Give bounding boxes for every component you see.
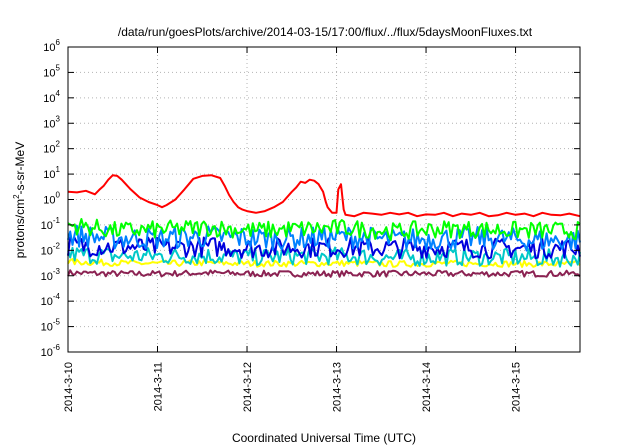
series-line (67, 246, 581, 268)
y-tick-label: 102 (43, 140, 60, 156)
x-tick-label: 2014-3-14 (421, 362, 433, 412)
y-tick-label: 10-6 (41, 343, 61, 359)
y-tick-label: 103 (43, 114, 60, 130)
y-tick-label: 10-2 (41, 241, 61, 257)
chart-title: /data/run/goesPlots/archive/2014-03-15/1… (118, 25, 533, 39)
series-layer (67, 174, 581, 278)
y-tick-label: 100 (43, 191, 60, 207)
y-axis-label-exp: 2 (12, 194, 21, 199)
y-axis-label: protons/cm2-s-sr-MeV (12, 142, 27, 258)
y-axis-ticks: 10-6 10-5 10-4 10-3 10-2 10-1 100 101 102 103 104 1… (41, 38, 580, 359)
y-axis-label-rest: -s-sr-MeV (13, 142, 27, 195)
y-tick-label: 104 (43, 89, 60, 105)
y-tick-label: 10-3 (41, 267, 61, 283)
series-line (67, 269, 581, 278)
y-tick-label: 10-5 (41, 318, 61, 334)
series-line (67, 174, 581, 218)
x-tick-label: 2014-3-13 (332, 362, 344, 412)
series-line (67, 258, 581, 268)
y-tick-label: 101 (43, 165, 60, 181)
y-tick-label: 10-1 (41, 216, 61, 232)
series-line (67, 236, 581, 260)
x-tick-label: 2014-3-11 (153, 362, 165, 411)
x-tick-label: 2014-3-12 (242, 362, 254, 412)
x-tick-label: 2014-3-15 (511, 362, 523, 412)
y-axis-label-base: protons/cm (13, 199, 27, 258)
x-tick-label: 2014-3-10 (63, 362, 75, 412)
y-tick-label: 10-4 (41, 292, 61, 308)
x-axis-label: Coordinated Universal Time (UTC) (232, 431, 416, 445)
series-line (67, 218, 581, 242)
y-tick-label: 106 (43, 38, 60, 54)
y-tick-label: 105 (43, 63, 60, 79)
x-axis-ticks: 2014-3-10 2014-3-11 2014-3-12 2014-3-13 2014… (63, 47, 523, 412)
